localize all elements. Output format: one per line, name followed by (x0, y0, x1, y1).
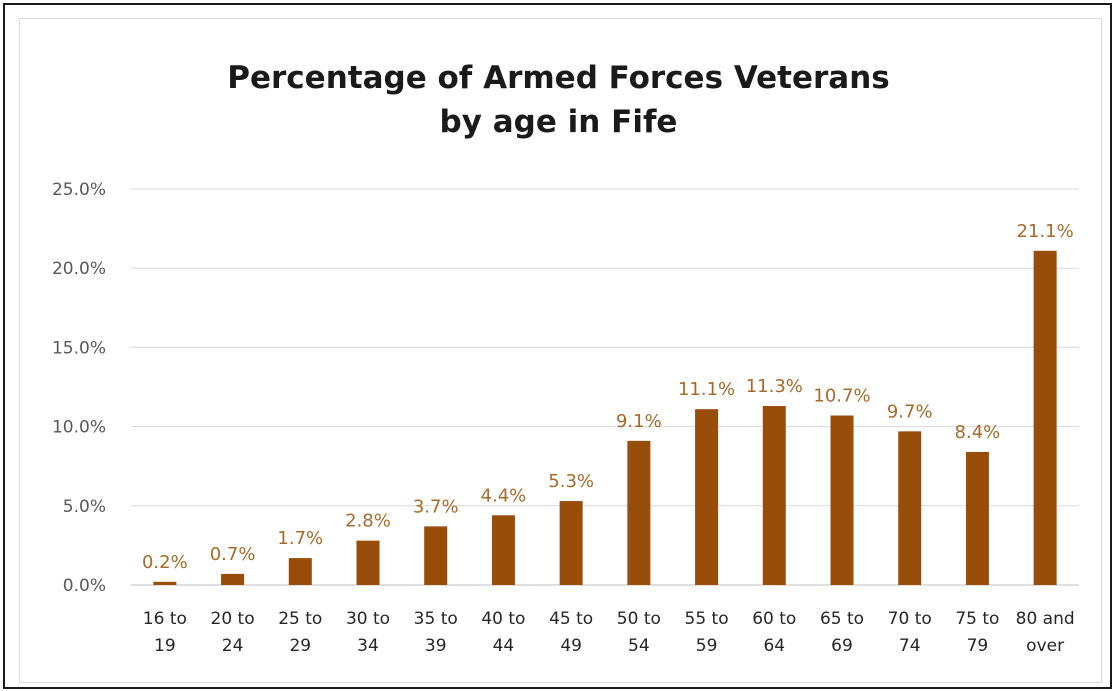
y-tick-label: 0.0% (63, 576, 106, 596)
bar (559, 501, 583, 585)
gridlines (131, 188, 1079, 586)
bar (288, 558, 312, 585)
y-tick-label: 20.0% (52, 259, 106, 279)
data-label: 0.7% (210, 544, 256, 565)
x-category-label: 69 (831, 636, 853, 656)
x-category-label: over (1026, 636, 1064, 656)
y-tick-label: 25.0% (52, 180, 106, 200)
x-category-label: 16 to (143, 609, 187, 629)
x-category-label: 70 to (888, 609, 932, 629)
x-category-label: 49 (560, 636, 582, 656)
x-category-label: 60 to (752, 609, 796, 629)
x-category-label: 45 to (549, 609, 593, 629)
bar (1033, 250, 1057, 585)
x-category-label: 24 (222, 636, 244, 656)
x-category-label: 44 (493, 636, 515, 656)
data-label: 5.3% (548, 471, 594, 492)
bar (356, 540, 380, 585)
data-label: 3.7% (413, 496, 459, 517)
y-axis-tick-labels: 0.0% 5.0% 10.0% 15.0% 20.0% 25.0% (52, 180, 106, 596)
x-category-label: 35 to (414, 609, 458, 629)
x-category-label: 55 to (685, 609, 729, 629)
bar (695, 409, 719, 585)
data-label: 11.1% (678, 379, 735, 400)
x-category-label: 19 (154, 636, 176, 656)
data-label: 1.7% (277, 528, 323, 549)
bar (898, 431, 922, 585)
bar (965, 451, 989, 585)
bar (153, 581, 177, 585)
chart-title-line-1: Percentage of Armed Forces Veterans (227, 60, 890, 96)
bar (424, 526, 448, 585)
x-category-label: 59 (696, 636, 718, 656)
data-label: 4.4% (481, 485, 527, 506)
data-label: 2.8% (345, 511, 391, 532)
bar (762, 406, 786, 585)
chart-title: Percentage of Armed Forces Veterans by a… (0, 56, 1117, 144)
y-tick-label: 15.0% (52, 338, 106, 358)
x-category-label: 40 to (481, 609, 525, 629)
chart-title-line-2: by age in Fife (439, 104, 678, 140)
data-labels: 0.2% 0.7% 1.7% 2.8% 3.7% 4.4% 5.3% 9.1% 11.1% 11.… (142, 221, 1074, 573)
data-label: 9.7% (887, 401, 933, 422)
x-category-label: 75 to (955, 609, 999, 629)
bar (627, 440, 651, 585)
data-label: 8.4% (955, 422, 1001, 443)
bar (221, 573, 245, 585)
x-category-label: 80 and (1016, 609, 1075, 629)
data-label: 9.1% (616, 411, 662, 432)
x-category-label: 54 (628, 636, 650, 656)
x-category-label: 20 to (211, 609, 255, 629)
y-tick-label: 10.0% (52, 418, 106, 438)
y-tick-label: 5.0% (63, 497, 106, 517)
data-label: 0.2% (142, 552, 188, 573)
x-category-label: 30 to (346, 609, 390, 629)
x-category-label: 29 (289, 636, 311, 656)
x-category-label: 79 (967, 636, 989, 656)
bar (491, 515, 515, 585)
x-category-label: 65 to (820, 609, 864, 629)
x-category-label: 34 (357, 636, 379, 656)
bar (830, 415, 854, 585)
x-category-label: 39 (425, 636, 447, 656)
x-category-label: 50 to (617, 609, 661, 629)
bars (153, 250, 1057, 585)
data-label: 10.7% (813, 386, 870, 407)
x-category-label: 25 to (278, 609, 322, 629)
x-axis-category-labels: 16 to 19 20 to 24 25 to 29 30 to 34 35 to 39 40 to… (143, 609, 1075, 656)
x-category-label: 74 (899, 636, 921, 656)
data-label: 21.1% (1017, 221, 1074, 242)
data-label: 11.3% (746, 376, 803, 397)
x-category-label: 64 (763, 636, 785, 656)
